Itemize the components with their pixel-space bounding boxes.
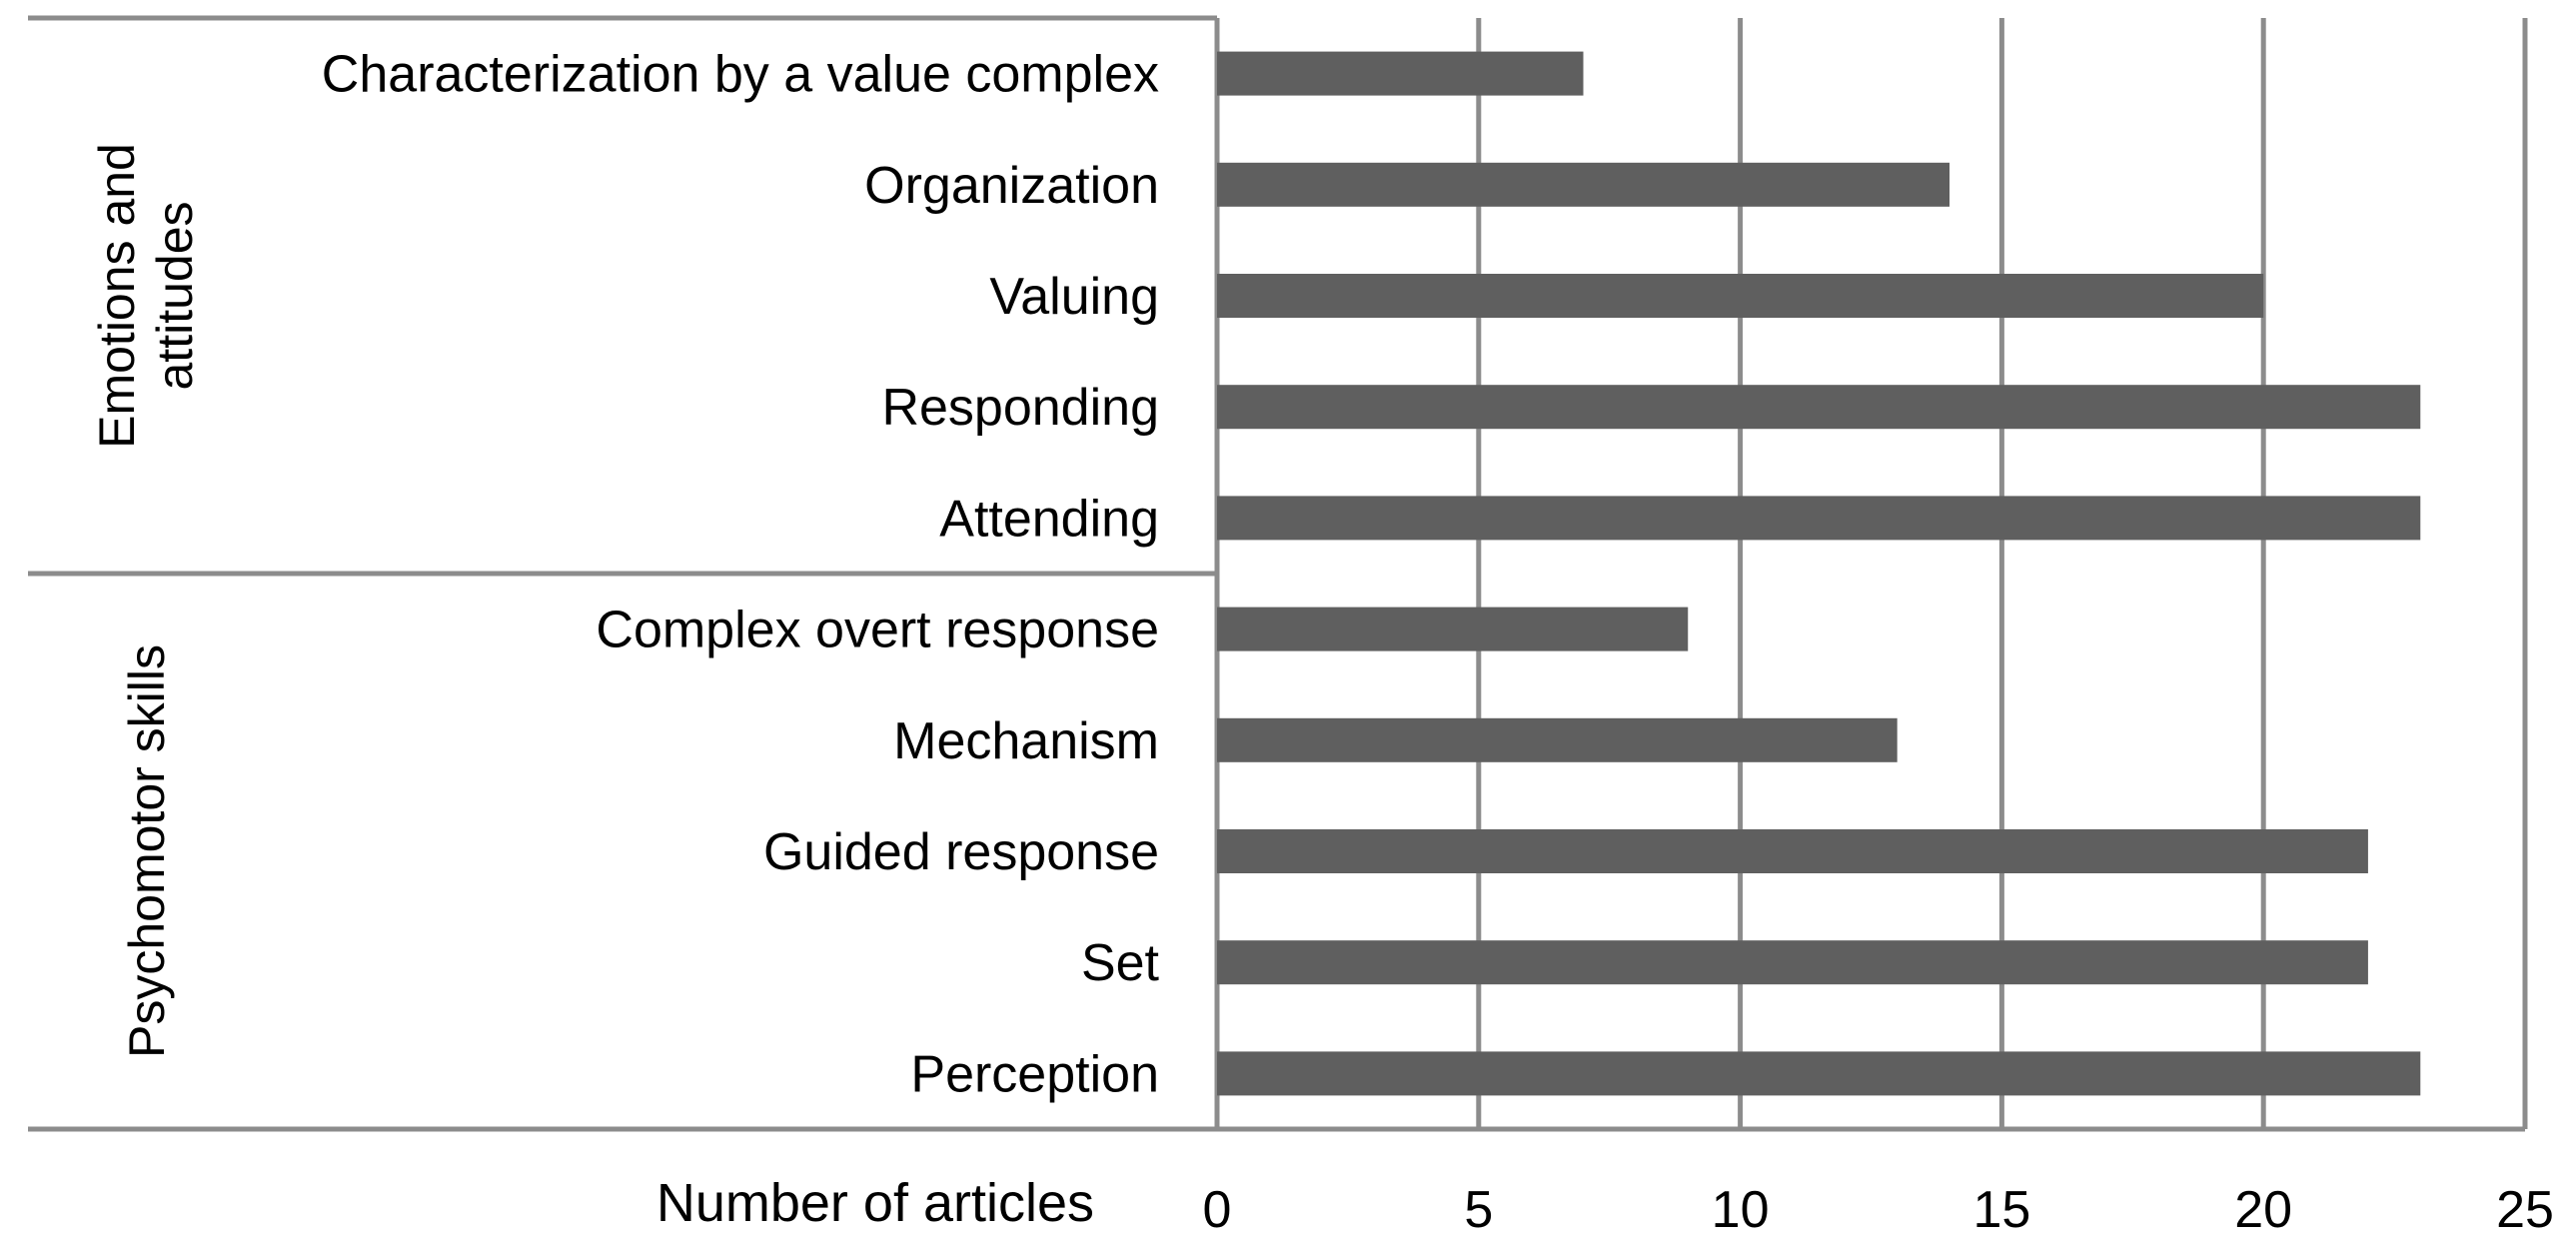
category-label-set: Set	[1081, 934, 1160, 992]
category-label-organization: Organization	[864, 157, 1159, 215]
bars	[1217, 51, 2421, 1096]
category-label-responding: Responding	[881, 379, 1159, 437]
category-label-guided-response: Guided response	[763, 823, 1159, 881]
category-label-perception: Perception	[910, 1045, 1159, 1103]
x-tick-label-25: 25	[2496, 1181, 2554, 1239]
group-label-line: Emotions and	[89, 143, 145, 449]
category-label-attending: Attending	[939, 490, 1159, 548]
bar-mechanism	[1217, 717, 1898, 762]
bar-characterization-by-a-value-complex	[1217, 51, 1584, 96]
x-tick-label-10: 10	[1712, 1181, 1770, 1239]
group-label-emotions-and-attitudes: Emotions andattitudes	[89, 143, 203, 449]
bar-perception	[1217, 1051, 2421, 1096]
category-labels: Characterization by a value complex Organ…	[322, 46, 1160, 1104]
bar-set	[1217, 940, 2368, 985]
bar-valuing	[1217, 274, 2264, 318]
category-label-valuing: Valuing	[989, 268, 1159, 326]
category-label-mechanism: Mechanism	[893, 712, 1159, 770]
x-tick-labels: 0 5 10 15 20 25	[1203, 1181, 2554, 1239]
bar-attending	[1217, 496, 2421, 541]
category-label-complex-overt-response: Complex overt response	[596, 602, 1159, 659]
x-tick-label-0: 0	[1203, 1181, 1232, 1239]
bar-organization	[1217, 162, 1950, 207]
x-tick-label-5: 5	[1464, 1181, 1493, 1239]
group-labels: Emotions andattitudes Psychomotor skills	[89, 143, 203, 1058]
bar-complex-overt-response	[1217, 607, 1689, 651]
bar-responding	[1217, 385, 2421, 430]
group-label-psychomotor-skills: Psychomotor skills	[119, 644, 175, 1058]
x-axis-title: Number of articles	[656, 1173, 1094, 1233]
bar-guided-response	[1217, 829, 2368, 873]
group-label-line: attitudes	[147, 201, 203, 390]
x-tick-label-20: 20	[2234, 1181, 2292, 1239]
category-label-characterization-by-a-value-complex: Characterization by a value complex	[322, 46, 1159, 104]
x-tick-label-15: 15	[1972, 1181, 2030, 1239]
